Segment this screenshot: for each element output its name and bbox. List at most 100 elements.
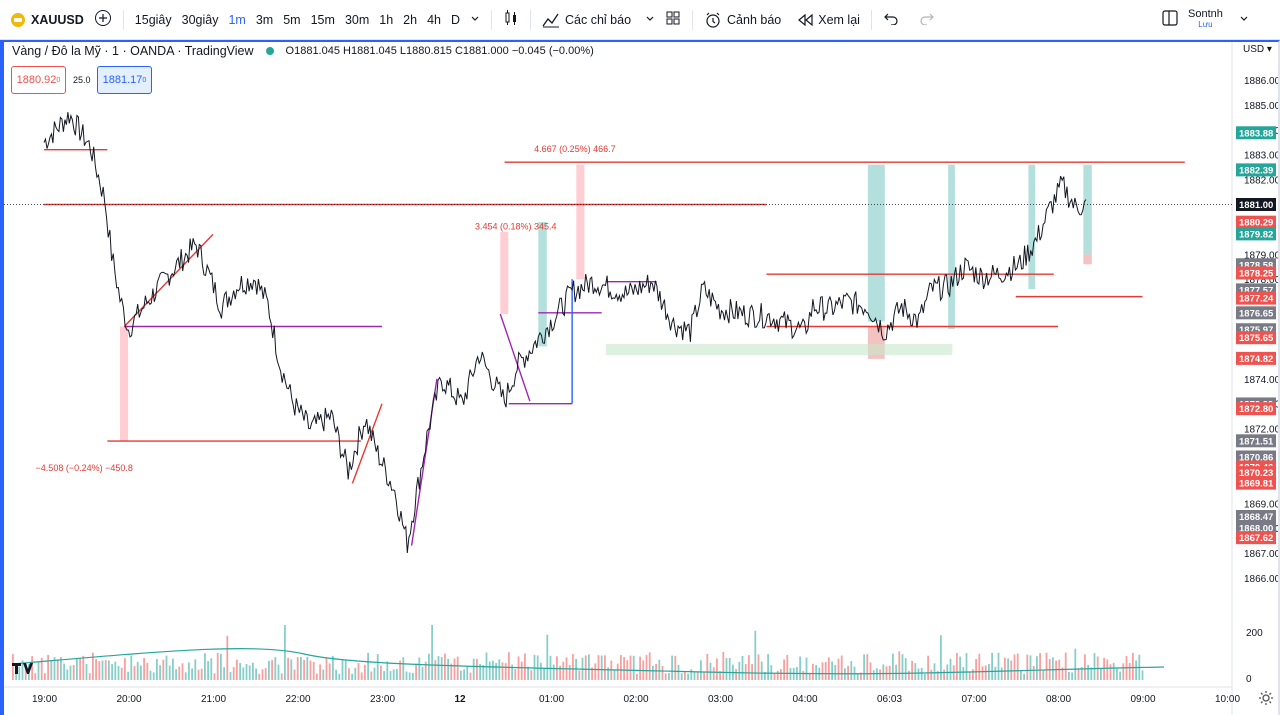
price-axis-badge: [1236, 198, 1276, 211]
gear-icon[interactable]: [1258, 690, 1274, 709]
currency-selector[interactable]: USD ▾: [1243, 44, 1272, 55]
account-menu-chevron[interactable]: [1234, 6, 1254, 34]
volume-bar: [495, 663, 497, 680]
indicators-button[interactable]: Các chỉ báo: [537, 6, 660, 34]
volume-bar: [380, 665, 382, 680]
volume-bar: [562, 661, 565, 680]
measure-down-box: [120, 326, 129, 442]
interval-4[interactable]: 5m: [283, 12, 301, 27]
save-status: Lưu: [1198, 20, 1213, 29]
chevron-down-icon: [470, 13, 480, 27]
user-account[interactable]: Sontnh Lưu: [1188, 8, 1223, 29]
interval-7[interactable]: 1h: [379, 12, 394, 27]
currency-label: USD: [1243, 44, 1265, 55]
interval-dropdown-button[interactable]: [465, 6, 485, 34]
volume-bar: [1013, 654, 1016, 680]
volume-bar: [748, 655, 750, 680]
undo-icon: [883, 11, 899, 28]
chart-pane[interactable]: 1886.001885.001884.001883.001882.001879.…: [0, 40, 1280, 715]
buy-button[interactable]: 1881.17 0: [97, 66, 152, 94]
volume-bar: [428, 653, 430, 680]
price-chart[interactable]: 1886.001885.001884.001883.001882.001879.…: [4, 42, 1278, 715]
redo-icon: [919, 11, 935, 28]
volume-bar: [1071, 672, 1073, 680]
price-axis-badge-label: 1872.80: [1239, 404, 1273, 415]
volume-bar: [162, 659, 165, 680]
volume-bar: [661, 665, 664, 680]
volume-bar: [159, 665, 161, 680]
volume-bar: [1010, 660, 1013, 680]
volume-bar: [930, 669, 933, 680]
volume-bar: [300, 656, 302, 680]
volume-bar: [639, 656, 641, 680]
volume-bar: [1116, 668, 1118, 680]
volume-bar: [290, 659, 293, 680]
volume-bar: [821, 662, 824, 680]
volume-bar: [165, 655, 168, 680]
volume-bar: [376, 654, 379, 680]
volume-bar: [453, 658, 456, 680]
volume-bar: [88, 673, 91, 680]
volume-bar: [178, 666, 181, 680]
volume-bar: [831, 661, 833, 680]
price-axis-badge-label: 1878.25: [1239, 268, 1274, 279]
layouts-button[interactable]: [660, 6, 686, 34]
volume-bar: [114, 661, 117, 680]
volume-bar: [136, 662, 139, 680]
volume-bar: [450, 663, 453, 680]
volume-bar: [482, 664, 485, 680]
interval-1[interactable]: 30giây: [181, 12, 219, 27]
volume-bar: [943, 669, 945, 680]
interval-6[interactable]: 30m: [344, 12, 370, 27]
undo-button[interactable]: [878, 6, 904, 34]
symbol-search[interactable]: XAUUSD: [0, 6, 89, 34]
volume-bar: [616, 663, 619, 680]
tradingview-logo-icon[interactable]: [10, 660, 36, 679]
redo-button[interactable]: [914, 6, 940, 34]
volume-bar: [412, 672, 414, 680]
volume-bar: [703, 672, 705, 680]
interval-8[interactable]: 2h: [403, 12, 418, 27]
volume-bar: [962, 667, 965, 680]
compare-symbol-button[interactable]: [89, 6, 117, 34]
volume-bar: [53, 657, 56, 680]
volume-bar: [636, 673, 638, 680]
volume-bar: [210, 658, 213, 680]
volume-bar: [511, 664, 513, 680]
volume-bar: [1084, 654, 1086, 680]
price-axis-badge: [1236, 331, 1276, 345]
zone-box: [1083, 254, 1092, 265]
chart-type-button[interactable]: [498, 6, 524, 34]
volume-bar: [143, 658, 145, 680]
price-axis-badge: [1236, 351, 1276, 365]
volume-bar: [572, 654, 574, 680]
replay-button[interactable]: Xem lại: [792, 6, 865, 34]
volume-bar: [284, 625, 286, 680]
toggle-panels-button[interactable]: [1156, 6, 1184, 34]
volume-bar: [252, 662, 254, 680]
volume-bar: [44, 673, 46, 680]
interval-0[interactable]: 15giây: [134, 12, 172, 27]
volume-bar: [466, 665, 469, 680]
interval-3[interactable]: 3m: [255, 12, 274, 27]
interval-9[interactable]: 4h: [427, 12, 441, 27]
price-axis-badge-label: 1880.29: [1239, 218, 1273, 229]
zone-box: [867, 164, 885, 322]
separator: [491, 9, 493, 30]
x-tick-label: 06:03: [877, 694, 902, 705]
volume-bar: [1000, 667, 1003, 680]
volume-bar: [760, 661, 763, 680]
volume-bar: [914, 663, 917, 680]
y-tick-label: 1885.00: [1244, 101, 1278, 112]
sell-button[interactable]: 1880.92 0: [11, 66, 66, 94]
volume-bar: [156, 658, 158, 680]
volume-bar: [997, 652, 1000, 680]
interval-2[interactable]: 1m: [228, 12, 246, 27]
interval-5[interactable]: 15m: [310, 12, 335, 27]
volume-bar: [82, 655, 85, 680]
volume-bar: [815, 665, 817, 680]
zone-box: [948, 164, 955, 329]
symbol-label: XAUUSD: [31, 12, 84, 27]
alert-button[interactable]: Cảnh báo: [699, 6, 786, 34]
interval-10[interactable]: D: [450, 12, 461, 27]
